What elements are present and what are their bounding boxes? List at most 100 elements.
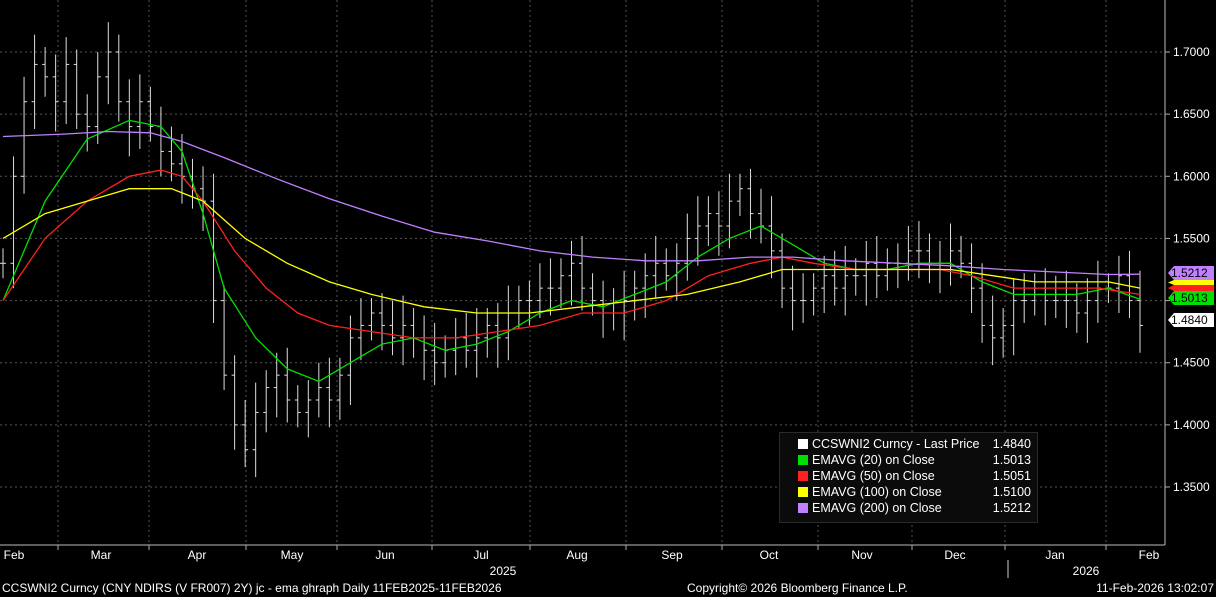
price-bar [694, 196, 701, 266]
x-tick-label: Feb [1139, 548, 1160, 562]
legend-entry-ema100: EMAVG (100) on Close 1.5100 [786, 484, 1031, 500]
price-bar [252, 382, 259, 478]
price-bar [726, 173, 733, 249]
price-bar [1094, 260, 1101, 323]
price-bar [52, 54, 59, 132]
legend-value-ema100: 1.5100 [992, 485, 1031, 499]
price-bar [831, 250, 838, 306]
series-line-ema200 [2, 130, 1141, 276]
legend-swatch-ema50 [798, 471, 808, 481]
price-bar [810, 273, 817, 316]
x-tick-label: Jul [473, 548, 488, 562]
price-bar [768, 196, 775, 279]
price-bar [73, 49, 80, 130]
price-bar [157, 106, 164, 177]
legend-entry-ema200: EMAVG (200) on Close 1.5212 [786, 500, 1031, 516]
x-tick-label: Sep [661, 548, 683, 562]
price-bar [579, 235, 586, 311]
legend-entry-price: CCSWNI2 Curncy - Last Price 1.4840 [786, 436, 1031, 452]
x-tick-label: Jan [1045, 548, 1064, 562]
price-bar [589, 273, 596, 316]
price-bar [368, 298, 375, 341]
price-bar [452, 317, 459, 376]
price-bar [136, 74, 143, 149]
last-value-badge-ema200: 1.5212 [1168, 266, 1214, 280]
price-bar [473, 308, 480, 378]
price-bar [305, 380, 312, 438]
price-bar [1126, 250, 1133, 318]
price-bar [789, 265, 796, 331]
price-bar [705, 196, 712, 246]
price-bar [873, 235, 880, 299]
legend-value-ema20: 1.5013 [992, 453, 1031, 467]
legend-label-price: CCSWNI2 Curncy - Last Price [812, 437, 980, 451]
price-bar [31, 34, 38, 130]
price-bar [1073, 283, 1080, 333]
price-bar [126, 79, 133, 157]
price-bar [326, 357, 333, 428]
legend-swatch-ema20 [798, 455, 808, 465]
price-bar [505, 285, 512, 361]
price-bar [526, 280, 533, 326]
y-tick-label: 1.4000 [1173, 418, 1210, 432]
price-bar [42, 47, 49, 97]
price-bar [684, 213, 691, 281]
legend-label-ema20: EMAVG (20) on Close [812, 453, 935, 467]
price-bar [168, 126, 175, 182]
price-bar [294, 385, 301, 428]
price-bar [210, 173, 217, 323]
last-value-badge-ema50 [1168, 285, 1214, 291]
price-bar [758, 188, 764, 244]
price-bar [431, 322, 438, 386]
price-bar [1000, 308, 1007, 358]
price-bar [863, 240, 870, 306]
price-bar [547, 258, 554, 316]
price-bar [968, 243, 975, 313]
price-bar [600, 280, 607, 338]
price-bar [1063, 270, 1070, 328]
price-bar [747, 168, 754, 239]
price-bar [642, 253, 649, 318]
price-bar [947, 223, 954, 286]
price-bar [63, 37, 70, 125]
y-tick-label: 1.4500 [1173, 356, 1210, 370]
price-bar [610, 288, 617, 331]
price-bar [1052, 275, 1059, 318]
price-bar [926, 233, 933, 284]
price-bar [842, 245, 849, 316]
year-label: 2026 [1073, 564, 1100, 578]
price-bar [273, 352, 280, 418]
price-bar [242, 400, 249, 468]
y-tick-label: 1.7000 [1173, 45, 1210, 59]
price-bar [221, 285, 228, 391]
price-bar [652, 235, 659, 299]
price-bar [10, 156, 17, 289]
legend-entry-ema20: EMAVG (20) on Close 1.5013 [786, 452, 1031, 468]
price-bar [0, 248, 6, 279]
x-tick-label: Nov [851, 548, 872, 562]
price-bar [915, 221, 922, 279]
legend-label-ema100: EMAVG (100) on Close [812, 485, 942, 499]
legend-value-ema50: 1.5051 [992, 469, 1031, 483]
last-value-badge-price: 1.4840 [1168, 313, 1214, 327]
legend-swatch-price [798, 439, 808, 449]
price-bar [463, 313, 470, 368]
price-bar [336, 357, 343, 420]
price-bar [284, 347, 291, 423]
price-bar [94, 52, 101, 144]
x-tick-label: Aug [566, 548, 587, 562]
price-bar [905, 226, 912, 281]
last-value-badge-ema20: 1.5013 [1168, 291, 1214, 305]
series-line-ema20 [2, 119, 1141, 383]
y-tick-label: 1.6500 [1173, 107, 1210, 121]
x-tick-label: Feb [4, 548, 25, 562]
price-bar [557, 258, 564, 309]
legend-entry-ema50: EMAVG (50) on Close 1.5051 [786, 468, 1031, 484]
x-tick-label: Dec [944, 548, 965, 562]
price-bar [936, 240, 943, 294]
legend-label-ema50: EMAVG (50) on Close [812, 469, 935, 483]
price-bar [779, 233, 786, 309]
price-bar [1010, 278, 1017, 356]
price-bar [852, 258, 859, 296]
